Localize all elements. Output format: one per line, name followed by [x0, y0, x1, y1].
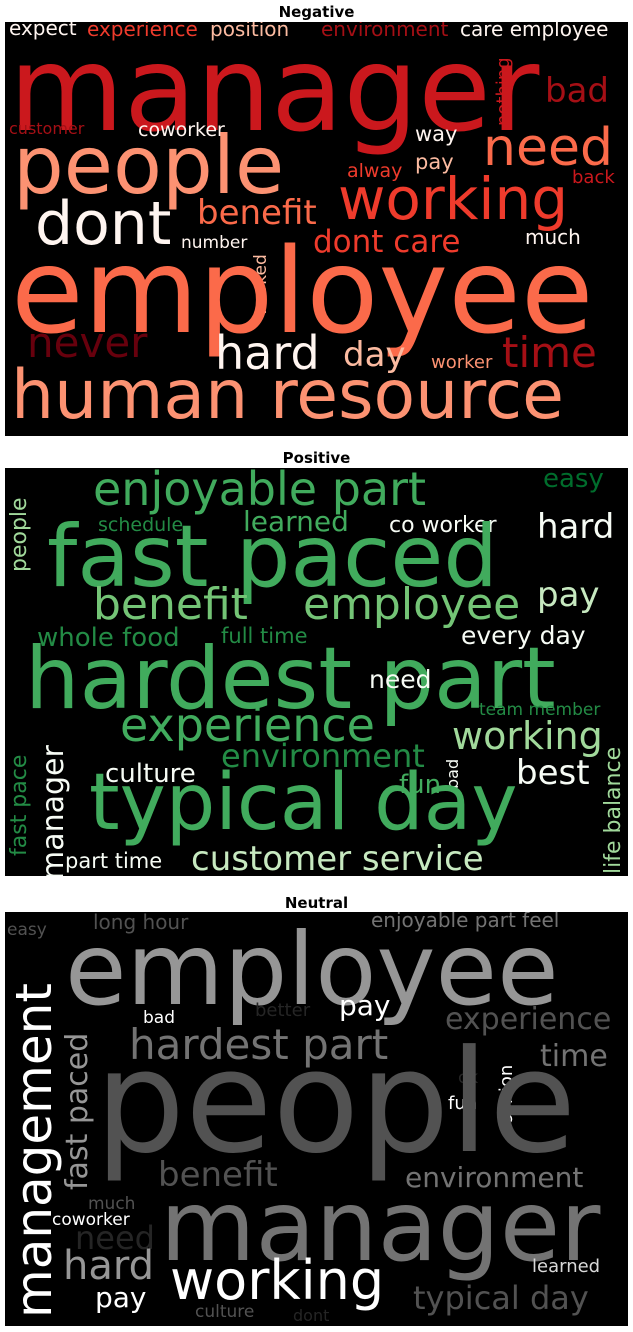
word-cloud-neutral: easy long hour enjoyable part feel emplo… — [5, 912, 628, 1326]
word: part time — [65, 849, 163, 873]
word: day — [343, 335, 406, 375]
word: nothing — [493, 57, 514, 126]
word: need — [369, 665, 432, 694]
word: culture — [105, 759, 196, 789]
word: dont care — [313, 224, 461, 260]
word: learned — [532, 1256, 601, 1277]
word: fast paced — [60, 1032, 95, 1190]
word: dont — [35, 189, 172, 259]
word: manager — [9, 22, 540, 158]
word: management — [5, 983, 63, 1318]
word: hardest part — [25, 629, 556, 729]
word: way — [415, 122, 458, 146]
word: employee — [11, 222, 594, 360]
word: life balance — [601, 746, 626, 874]
word: whole food — [37, 623, 180, 653]
word: enjoyable part — [93, 468, 427, 516]
word: benefit — [158, 1155, 278, 1195]
word: team member — [479, 700, 601, 720]
word: employee — [65, 912, 559, 1028]
word: much — [525, 225, 581, 249]
word: easy — [543, 468, 604, 494]
word: coworker — [52, 1210, 130, 1230]
word: worker — [431, 352, 493, 373]
panel-title-neutral: Neutral — [284, 894, 349, 912]
word: working — [338, 165, 569, 233]
word-cloud-negative: expect experience position environment c… — [5, 22, 628, 436]
word: better — [255, 1000, 311, 1021]
word: pay — [95, 1281, 147, 1314]
word: every day — [461, 621, 586, 650]
word: employee — [303, 579, 521, 630]
word: co worker — [389, 513, 497, 538]
word: need — [75, 1219, 155, 1257]
word: never — [27, 318, 148, 367]
word: working — [452, 714, 603, 758]
word: pay — [537, 575, 600, 615]
word: fast pace — [7, 754, 32, 856]
word: best — [516, 753, 590, 793]
word: time — [502, 328, 597, 377]
word: schedule — [98, 514, 184, 536]
word: fun — [448, 1093, 478, 1114]
word: typical day — [89, 758, 518, 848]
panel-title-negative: Negative — [278, 3, 355, 21]
word: dont — [293, 1306, 330, 1325]
word: hardest part — [129, 1020, 389, 1069]
word: fast paced — [47, 507, 498, 607]
word: full time — [221, 624, 308, 648]
word: benefit — [197, 193, 317, 233]
word: environment — [221, 737, 425, 775]
word: culture — [195, 1302, 255, 1322]
word: ok — [458, 1068, 479, 1088]
word: easy — [7, 920, 47, 940]
word: care employee — [460, 22, 609, 41]
word: time — [540, 1039, 608, 1074]
word-cloud-positive: enjoyable part easy people schedule lear… — [5, 468, 628, 876]
word: expect — [9, 22, 77, 40]
word: people — [95, 1020, 577, 1185]
word: back — [572, 167, 615, 188]
word: bad — [143, 1008, 175, 1028]
word: hard — [537, 507, 615, 547]
word: typical day — [413, 1279, 589, 1317]
word: need — [483, 118, 613, 178]
word: alway — [347, 160, 403, 182]
word: pay — [415, 150, 454, 174]
word: customer service — [191, 839, 484, 876]
word: coworker — [138, 119, 225, 141]
word: benefit — [93, 579, 248, 630]
word: customer — [9, 119, 85, 138]
word: hard — [215, 326, 320, 380]
word: number — [181, 233, 248, 253]
word: people — [13, 119, 285, 212]
word: fun — [399, 770, 442, 800]
word: position — [210, 22, 290, 41]
word: human resource — [11, 356, 564, 435]
word: learned — [243, 505, 349, 538]
word: environment — [321, 22, 449, 41]
word: experience — [120, 698, 375, 752]
word: experience — [445, 1002, 612, 1037]
word: long hour — [93, 912, 189, 934]
word: much — [88, 1194, 136, 1214]
word: bad — [545, 71, 609, 111]
word: people — [7, 497, 32, 572]
word: working — [170, 1249, 385, 1312]
word: manager — [160, 1170, 601, 1284]
word: enjoyable part feel — [371, 912, 560, 932]
word: environment — [405, 1161, 584, 1194]
panel-title-positive: Positive — [282, 449, 351, 467]
word: experience — [87, 22, 198, 41]
word: pay — [339, 989, 391, 1022]
word: hard — [63, 1243, 154, 1289]
